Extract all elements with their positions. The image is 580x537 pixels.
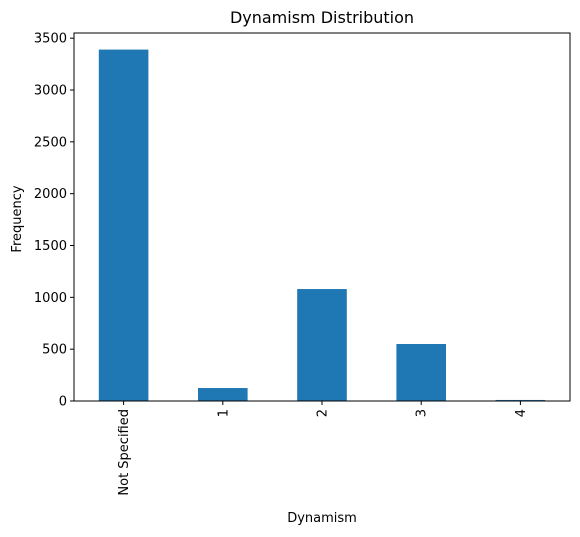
bar (198, 388, 248, 401)
x-tick-label: Not Specified (117, 409, 132, 496)
bar (396, 344, 446, 401)
chart-title: Dynamism Distribution (230, 8, 414, 27)
y-tick-label: 0 (59, 395, 67, 410)
y-tick-label: 1500 (34, 239, 67, 254)
y-tick-label: 500 (42, 343, 67, 358)
y-tick-label: 3500 (34, 32, 67, 47)
bars-layer (99, 50, 545, 401)
y-tick-label: 1000 (34, 291, 67, 306)
x-tick-label: 2 (316, 409, 331, 417)
bar (297, 289, 347, 401)
x-tick-label: 4 (514, 409, 529, 417)
y-axis-label: Frequency (10, 185, 25, 252)
x-tick-label: 1 (216, 409, 231, 417)
y-tick-label: 2500 (34, 135, 67, 150)
y-tick-label: 3000 (34, 84, 67, 99)
x-tick-label: 3 (415, 409, 430, 417)
x-axis-label: Dynamism (287, 511, 357, 526)
bar (99, 50, 149, 401)
y-tick-label: 2000 (34, 187, 67, 202)
